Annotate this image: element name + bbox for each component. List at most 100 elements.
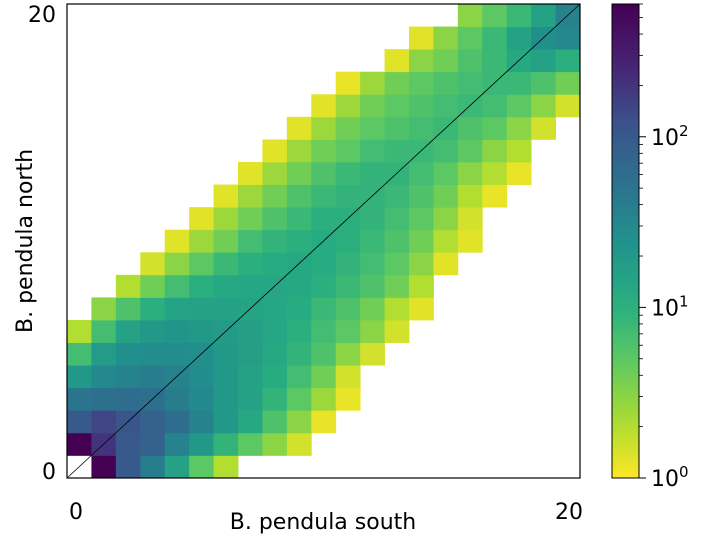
heatmap-cell	[335, 387, 361, 411]
heatmap-cell	[433, 71, 459, 95]
heatmap-cell	[335, 252, 361, 276]
heatmap-cell	[531, 116, 556, 140]
heatmap-cell	[140, 320, 166, 343]
heatmap-cell	[311, 139, 337, 163]
heatmap-cell	[115, 432, 141, 456]
heatmap-cell	[555, 49, 581, 73]
heatmap-cell	[91, 410, 117, 434]
heatmap-cell	[213, 252, 239, 276]
heatmap-cell	[360, 94, 385, 118]
heatmap-cell	[335, 342, 361, 366]
heatmap-cell	[360, 274, 385, 298]
heatmap-cell	[457, 184, 483, 208]
heatmap-cell	[360, 297, 385, 321]
heatmap-cell	[555, 71, 581, 95]
heatmap-cell	[482, 94, 508, 118]
heatmap-cell	[286, 139, 312, 163]
heatmap-cell	[335, 365, 361, 389]
heatmap-cell	[384, 94, 410, 118]
heatmap-cell	[384, 252, 410, 276]
heatmap-cell	[262, 297, 288, 321]
heatmap-cell	[189, 432, 214, 456]
heatmap-cell	[360, 252, 385, 276]
heatmap-cell	[409, 116, 434, 140]
heatmap-cell	[506, 71, 532, 95]
heatmap-cell	[91, 320, 117, 343]
heatmap-cell	[409, 229, 434, 253]
heatmap-cell	[409, 207, 434, 231]
colorbar	[611, 3, 640, 479]
heatmap-cell	[286, 410, 312, 434]
heatmap-cell	[457, 4, 483, 27]
heatmap-cell	[67, 432, 92, 456]
heatmap-cell	[164, 252, 190, 276]
heatmap-cell	[360, 139, 385, 163]
heatmap-cell	[262, 320, 288, 343]
heatmap-cell	[482, 4, 508, 27]
heatmap-cell	[286, 365, 312, 389]
heatmap-cell	[531, 94, 556, 118]
heatmap-cell	[360, 71, 385, 95]
heatmap-cell	[213, 297, 239, 321]
heatmap-cell	[164, 387, 190, 411]
heatmap-cell	[433, 207, 459, 231]
plot-frame	[66, 3, 581, 479]
heatmap-cell	[262, 139, 288, 163]
heatmap-cell	[140, 365, 166, 389]
heatmap-cell	[262, 432, 288, 456]
heatmap-cell	[286, 342, 312, 366]
heatmap-cell	[213, 432, 239, 456]
heatmap-cell	[164, 229, 190, 253]
heatmap-cell	[384, 297, 410, 321]
heatmap-cell	[67, 320, 92, 343]
heatmap-cell	[384, 116, 410, 140]
heatmap-cell	[457, 162, 483, 185]
heatmap-cell	[335, 162, 361, 185]
colorbar-tick-label: 101	[651, 292, 689, 321]
heatmap-cell	[213, 184, 239, 208]
heatmap-cell	[262, 162, 288, 185]
heatmap-cell	[335, 229, 361, 253]
heatmap-cell	[238, 274, 263, 298]
heatmap-cell	[311, 94, 337, 118]
heatmap-cell	[555, 26, 581, 50]
heatmap-cell	[482, 162, 508, 185]
heatmap-cell	[286, 207, 312, 231]
heatmap-cell	[506, 116, 532, 140]
heatmap-cell	[482, 184, 508, 208]
heatmap-cell	[140, 455, 166, 479]
heatmap-cell	[115, 365, 141, 389]
heatmap-cell	[409, 297, 434, 321]
heatmap-cell	[360, 320, 385, 343]
heatmap-cell	[482, 116, 508, 140]
heatmap-cell	[482, 49, 508, 73]
heatmap-cell	[433, 184, 459, 208]
heatmap-cell	[311, 162, 337, 185]
heatmap-cell	[433, 229, 459, 253]
heatmap-cell	[360, 207, 385, 231]
heatmap-cell	[67, 410, 92, 434]
heatmap-cell	[67, 365, 92, 389]
heatmap-cell	[189, 274, 214, 298]
heatmap-cell	[311, 365, 337, 389]
heatmap-cell	[189, 207, 214, 231]
heatmap-cell	[409, 274, 434, 298]
heatmap-cell	[311, 342, 337, 366]
x-axis-label: B. pendula south	[230, 510, 416, 535]
heatmap-cell	[140, 432, 166, 456]
colorbar-tick-label: 102	[651, 122, 689, 151]
heatmap-cell	[238, 252, 263, 276]
heatmap-cell	[286, 229, 312, 253]
heatmap-cell	[262, 365, 288, 389]
heatmap-cell	[311, 410, 337, 434]
heatmap-cell	[531, 4, 556, 27]
heatmap-cell	[238, 229, 263, 253]
heatmap-cell	[409, 71, 434, 95]
heatmap-cell	[164, 410, 190, 434]
heatmap-cell	[555, 94, 581, 118]
heatmap-cell	[213, 387, 239, 411]
heatmap-cell	[482, 139, 508, 163]
heatmap-cell	[140, 410, 166, 434]
heatmap-cell	[213, 274, 239, 298]
heatmap-cell	[409, 94, 434, 118]
